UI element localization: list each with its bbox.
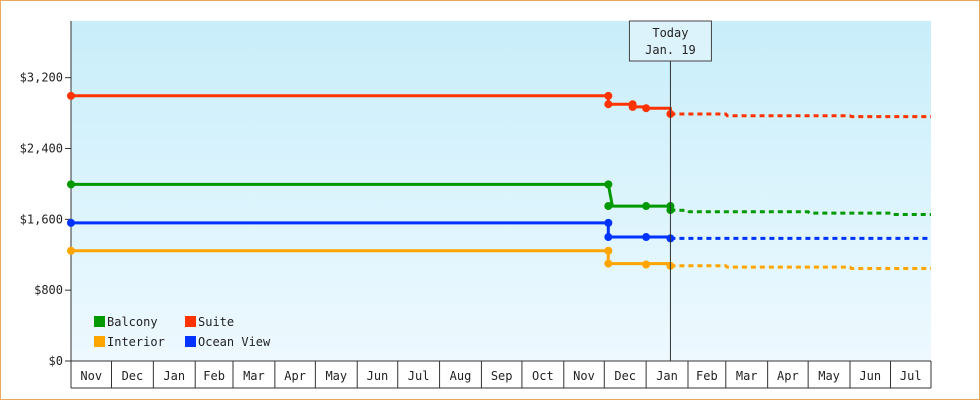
x-tick-label: Dec	[614, 369, 636, 383]
x-tick-label: Feb	[696, 369, 718, 383]
legend-swatch-interior	[94, 336, 105, 347]
data-point-ocean-view	[604, 218, 613, 227]
x-tick-label: Jun	[859, 369, 881, 383]
today-date: Jan. 19	[645, 43, 696, 57]
x-tick-label: Mar	[736, 369, 758, 383]
data-point-suite	[604, 100, 613, 109]
x-tick-label: Aug	[450, 369, 472, 383]
x-tick-label: Jul	[408, 369, 430, 383]
data-point-suite	[604, 91, 613, 100]
data-point-balcony	[604, 202, 613, 211]
data-point-interior	[642, 260, 651, 269]
data-point-suite	[67, 91, 75, 100]
x-tick-label: Sep	[491, 369, 513, 383]
x-tick-label: May	[818, 369, 840, 383]
x-tick-label: Nov	[573, 369, 595, 383]
data-point-ocean-view	[642, 233, 651, 242]
legend-label-ocean-view: Ocean View	[198, 335, 271, 349]
x-tick-label: Oct	[532, 369, 554, 383]
today-label: Today	[652, 26, 688, 40]
x-tick-label: Jan	[656, 369, 678, 383]
x-tick-label: Jan	[163, 369, 185, 383]
data-point-suite	[642, 104, 651, 113]
x-tick-label: Feb	[203, 369, 225, 383]
legend-label-suite: Suite	[198, 315, 234, 329]
series-forecast-interior	[670, 264, 931, 270]
x-tick-label: Jun	[367, 369, 389, 383]
series-forecast-suite	[670, 112, 931, 119]
legend-swatch-suite	[185, 316, 196, 327]
y-tick-label: $1,600	[20, 212, 63, 226]
data-point-balcony	[67, 180, 75, 189]
y-tick-label: $0	[49, 354, 63, 368]
plot-background	[71, 21, 931, 361]
data-point-balcony	[604, 180, 613, 189]
x-tick-label: Dec	[122, 369, 144, 383]
y-tick-label: $800	[34, 283, 63, 297]
data-point-ocean-view	[604, 233, 613, 242]
legend-swatch-ocean-view	[185, 336, 196, 347]
x-tick-label: May	[325, 369, 347, 383]
y-tick-label: $2,400	[20, 142, 63, 156]
data-point-interior	[604, 246, 613, 255]
legend-label-interior: Interior	[107, 335, 165, 349]
y-tick-label: $3,200	[20, 71, 63, 85]
series-forecast-balcony	[670, 208, 931, 216]
x-tick-label: Jul	[900, 369, 922, 383]
legend-label-balcony: Balcony	[107, 315, 158, 329]
data-point-suite	[628, 102, 637, 111]
today-box	[628, 20, 712, 62]
x-tick-label: Apr	[777, 369, 799, 383]
data-point-balcony	[642, 202, 651, 211]
x-tick-label: Apr	[284, 369, 306, 383]
data-point-ocean-view	[67, 218, 75, 227]
data-point-interior	[67, 246, 75, 255]
x-tick-label: Mar	[243, 369, 265, 383]
legend-swatch-balcony	[94, 316, 105, 327]
data-point-interior	[604, 259, 613, 268]
x-tick-label: Nov	[80, 369, 102, 383]
